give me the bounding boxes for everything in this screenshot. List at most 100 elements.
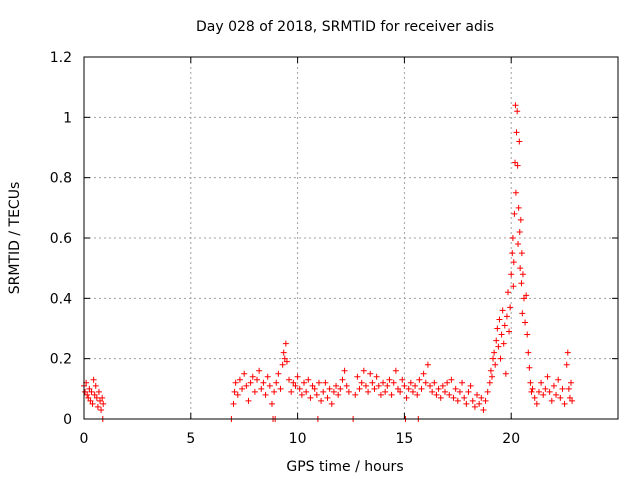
data-point: [494, 325, 501, 332]
data-point: [414, 391, 421, 398]
data-point: [484, 388, 491, 395]
data-point: [375, 382, 382, 389]
data-point: [523, 292, 530, 299]
data-point: [526, 364, 533, 371]
data-point: [369, 379, 376, 386]
axes: 0 5 10 15 20 0 0.2 0.4 0.6 0.8 1 1.2: [50, 50, 618, 447]
data-point: [93, 394, 100, 401]
data-point: [429, 388, 436, 395]
data-point: [569, 397, 576, 404]
data-point: [555, 376, 562, 383]
data-point: [290, 379, 297, 386]
data-point: [478, 394, 485, 401]
data-point: [514, 162, 521, 169]
data-point: [335, 391, 342, 398]
data-point: [469, 397, 476, 404]
data-point: [454, 397, 461, 404]
data-point: [288, 388, 295, 395]
data-point: [512, 189, 519, 196]
data-point: [384, 382, 391, 389]
data-point: [521, 295, 528, 302]
data-point: [548, 397, 555, 404]
data-point: [326, 385, 333, 392]
data-point: [91, 391, 98, 398]
data-point: [258, 385, 265, 392]
data-point: [525, 349, 532, 356]
data-point: [542, 385, 549, 392]
data-point: [524, 331, 531, 338]
data-point: [230, 400, 237, 407]
data-point: [88, 388, 95, 395]
data-point: [444, 379, 451, 386]
data-points: [81, 102, 576, 422]
data-point: [482, 397, 489, 404]
data-point: [343, 382, 350, 389]
data-point: [324, 394, 331, 401]
data-point: [512, 159, 519, 166]
data-point: [427, 382, 434, 389]
data-point: [418, 385, 425, 392]
data-point: [471, 403, 478, 410]
data-point: [516, 138, 523, 145]
data-point: [492, 361, 499, 368]
data-point: [94, 403, 101, 410]
data-point: [90, 376, 97, 383]
data-point: [516, 228, 523, 235]
data-point: [508, 271, 515, 278]
data-point: [416, 376, 423, 383]
data-point: [529, 385, 536, 392]
data-point: [488, 373, 495, 380]
data-point: [360, 367, 367, 374]
data-point: [98, 406, 105, 413]
x-tick-label: 10: [289, 431, 307, 447]
data-point: [405, 385, 412, 392]
data-point: [243, 382, 250, 389]
data-point: [354, 373, 361, 380]
data-point: [241, 370, 248, 377]
data-point: [431, 379, 438, 386]
data-point: [459, 379, 466, 386]
data-point: [341, 367, 348, 374]
data-point: [352, 391, 359, 398]
data-point: [553, 391, 560, 398]
data-point: [535, 388, 542, 395]
x-tick-label: 20: [502, 431, 520, 447]
data-point: [566, 394, 573, 401]
data-point: [294, 373, 301, 380]
data-point: [397, 388, 404, 395]
data-point: [236, 376, 243, 383]
data-point: [234, 391, 241, 398]
data-point: [85, 394, 92, 401]
data-point: [450, 394, 457, 401]
data-point: [565, 385, 572, 392]
data-point: [388, 391, 395, 398]
data-point: [435, 385, 442, 392]
data-point: [292, 382, 299, 389]
data-point: [286, 376, 293, 383]
y-tick-label: 0.4: [50, 291, 72, 307]
data-point: [231, 388, 238, 395]
y-axis-label: SRMTID / TECUs: [7, 182, 23, 295]
data-point: [262, 391, 269, 398]
data-point: [309, 382, 316, 389]
data-point: [100, 400, 107, 407]
data-point: [275, 370, 282, 377]
data-point: [512, 102, 519, 109]
data-point: [330, 388, 337, 395]
data-point: [320, 388, 327, 395]
x-tick-label: 5: [186, 431, 195, 447]
data-point: [474, 391, 481, 398]
y-tick-label: 0.2: [50, 352, 72, 368]
data-point: [497, 355, 504, 362]
data-point: [517, 265, 524, 272]
data-point: [307, 394, 314, 401]
data-point: [515, 204, 522, 211]
data-point: [345, 388, 352, 395]
data-point: [522, 319, 529, 326]
data-point: [510, 283, 517, 290]
data-point: [365, 388, 372, 395]
data-point: [401, 382, 408, 389]
data-point: [511, 210, 518, 217]
data-point: [318, 397, 325, 404]
data-point: [538, 379, 545, 386]
